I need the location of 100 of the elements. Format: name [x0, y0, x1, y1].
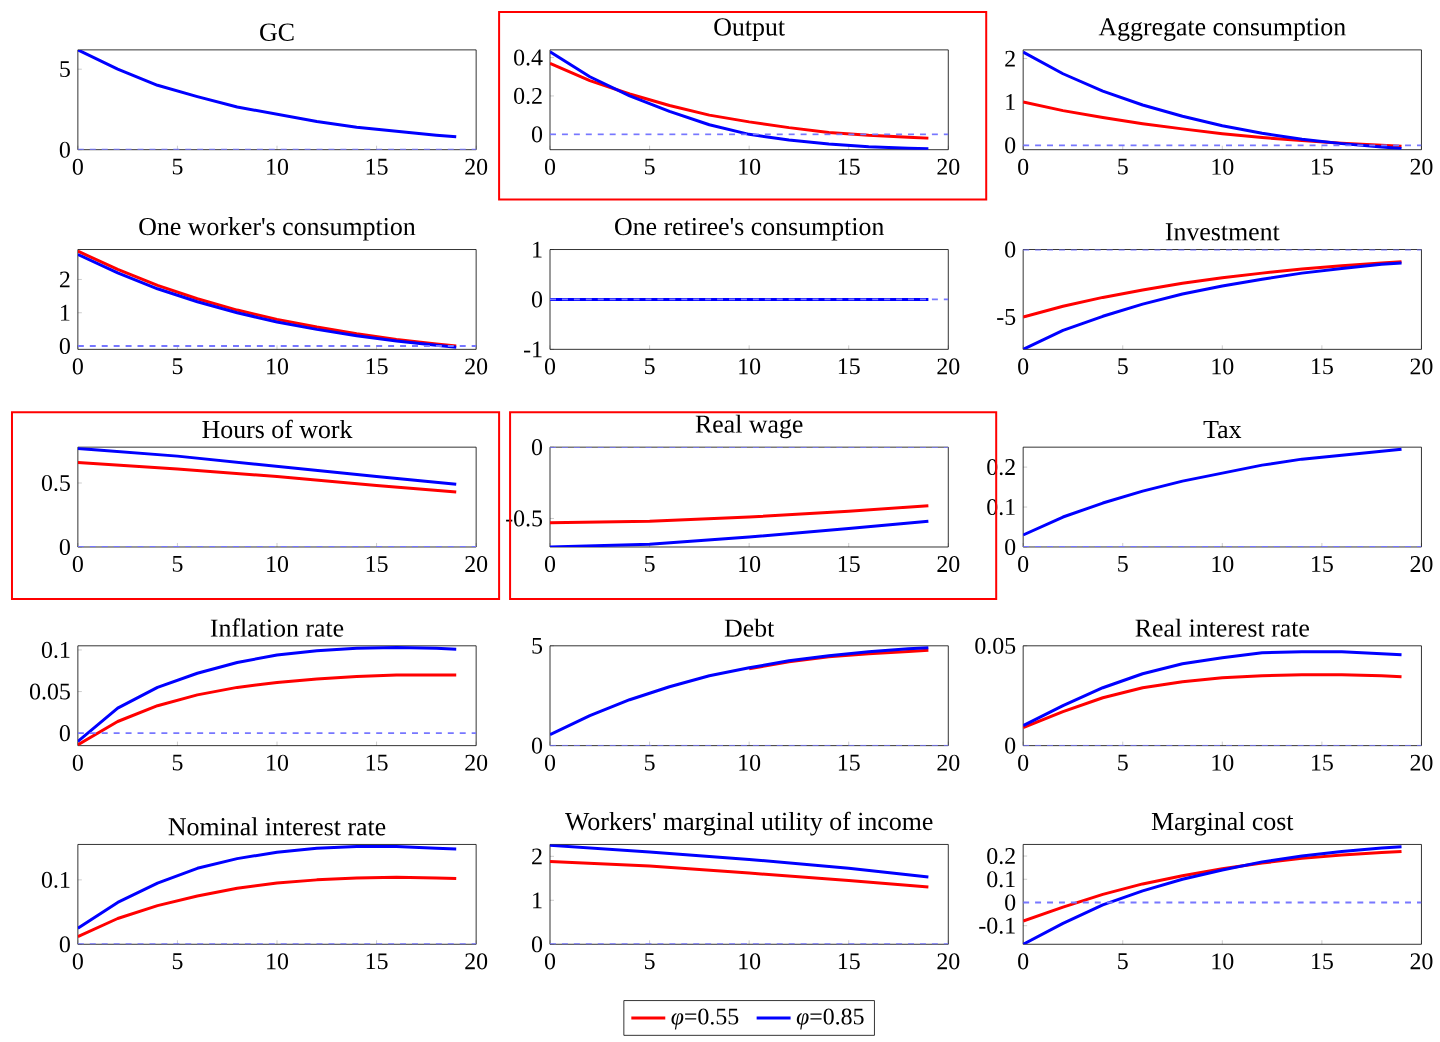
- x-tick-label: 5: [172, 358, 183, 375]
- y-tick-label: 0: [59, 936, 70, 953]
- y-tick-label: 0: [531, 936, 543, 953]
- x-tick-label: 20: [465, 158, 488, 175]
- legend-label: φ=0.55: [671, 1008, 739, 1030]
- x-tick-label: 0: [1018, 953, 1029, 970]
- chart-title: Aggregate consumption: [1098, 18, 1346, 41]
- y-tick-label: 0: [59, 725, 70, 742]
- chart-title: Output: [714, 18, 785, 41]
- chart-title: Debt: [724, 618, 775, 637]
- y-tick-label: 0.1: [41, 871, 70, 888]
- chart-title: Real interest rate: [1135, 618, 1309, 637]
- x-tick-label: 5: [644, 953, 655, 970]
- x-tick-label: 5: [1118, 555, 1128, 572]
- y-tick-label: 0.1: [987, 871, 1015, 888]
- x-tick-label: 5: [644, 555, 655, 572]
- y-tick-label: 2: [532, 848, 542, 865]
- x-tick-label: 0: [72, 158, 83, 175]
- y-tick-label: 0: [1005, 137, 1016, 154]
- x-tick-label: 15: [838, 158, 860, 175]
- y-tick-label: 0: [531, 126, 543, 143]
- x-tick-label: 10: [267, 953, 289, 970]
- x-tick-label: 0: [544, 358, 556, 375]
- x-tick-label: 10: [1212, 754, 1234, 771]
- x-tick-label: 5: [1118, 158, 1128, 175]
- y-tick-label: 1: [60, 304, 70, 321]
- x-tick-label: 0: [544, 158, 556, 175]
- chart-title: Real wage: [695, 414, 803, 439]
- y-tick-label: 0: [1005, 737, 1016, 754]
- x-tick-label: 5: [644, 358, 655, 375]
- x-tick-label: 20: [937, 358, 960, 375]
- x-tick-label: 0: [72, 358, 83, 375]
- y-tick-label: 0: [1005, 894, 1016, 911]
- chart-title: Hours of work: [202, 419, 353, 439]
- chart-title: GC: [260, 23, 294, 41]
- x-tick-label: 10: [739, 358, 761, 375]
- x-tick-label: 0: [72, 555, 83, 573]
- x-tick-label: 10: [1212, 158, 1234, 175]
- x-tick-label: 10: [267, 555, 289, 573]
- y-tick-label: 1: [1006, 94, 1015, 110]
- y-tick-label: 0: [59, 337, 70, 355]
- x-tick-label: 0: [1018, 754, 1029, 771]
- x-tick-label: 5: [172, 555, 183, 572]
- x-tick-label: 0: [1018, 358, 1029, 375]
- y-tick-label: 0: [1005, 538, 1016, 555]
- x-tick-label: 0: [544, 953, 556, 970]
- y-tick-label: 0: [531, 737, 543, 754]
- x-tick-label: 0: [72, 953, 83, 970]
- x-tick-label: 10: [1212, 953, 1234, 970]
- x-tick-label: 15: [838, 953, 860, 970]
- x-tick-label: 5: [644, 158, 655, 175]
- x-tick-label: 15: [366, 358, 388, 375]
- x-tick-label: 10: [267, 358, 289, 375]
- x-tick-label: 15: [1312, 754, 1333, 771]
- x-tick-label: 20: [1410, 953, 1433, 970]
- y-tick-label: 0.4: [514, 49, 543, 66]
- x-tick-label: 10: [739, 953, 761, 970]
- x-tick-label: 20: [937, 754, 960, 771]
- x-tick-label: 10: [739, 555, 761, 573]
- y-tick-label: 5: [60, 61, 70, 78]
- x-tick-label: 20: [1410, 555, 1433, 573]
- chart-title: One worker's consumption: [139, 217, 416, 241]
- y-tick-label: 5: [532, 637, 543, 654]
- y-tick-label: -5: [997, 308, 1016, 325]
- x-tick-label: 5: [1118, 754, 1128, 771]
- y-tick-label: 2: [59, 271, 70, 288]
- x-tick-label: 0: [1018, 555, 1029, 573]
- x-tick-label: 10: [739, 158, 761, 175]
- chart-title: Tax: [1203, 420, 1242, 439]
- chart-title: Investment: [1165, 223, 1280, 241]
- y-tick-label: 1: [533, 241, 542, 258]
- x-tick-label: 20: [937, 158, 960, 175]
- x-tick-label: 0: [1018, 158, 1029, 175]
- y-tick-label: 0: [531, 439, 543, 456]
- chart-title: Nominal interest rate: [168, 817, 386, 836]
- x-tick-label: 0: [544, 754, 556, 771]
- y-tick-label: 0.5: [41, 474, 70, 492]
- y-tick-label: 0: [1005, 241, 1016, 258]
- x-tick-label: 20: [465, 754, 488, 771]
- x-tick-label: 15: [1312, 953, 1333, 970]
- chart-title: Inflation rate: [210, 618, 344, 637]
- x-tick-label: 15: [838, 358, 860, 375]
- x-tick-label: 10: [1212, 358, 1234, 375]
- x-tick-label: 20: [937, 555, 960, 573]
- x-tick-label: 20: [937, 953, 960, 970]
- x-tick-label: 15: [1312, 555, 1333, 572]
- x-tick-label: 10: [739, 754, 761, 771]
- x-tick-label: 5: [172, 158, 183, 175]
- x-tick-label: 0: [72, 754, 83, 771]
- x-tick-label: 15: [366, 555, 388, 572]
- x-tick-label: 5: [644, 754, 655, 771]
- y-tick-label: 0.05: [29, 683, 70, 700]
- y-tick-label: 0: [531, 291, 543, 308]
- y-tick-label: 0.1: [41, 641, 70, 659]
- x-tick-label: 5: [1118, 358, 1128, 375]
- y-tick-label: 0.2: [987, 847, 1015, 865]
- y-tick-label: -1: [523, 341, 542, 358]
- chart-title: Workers' marginal utility of income: [565, 811, 933, 836]
- x-tick-label: 20: [1410, 158, 1433, 175]
- x-tick-label: 15: [838, 555, 860, 572]
